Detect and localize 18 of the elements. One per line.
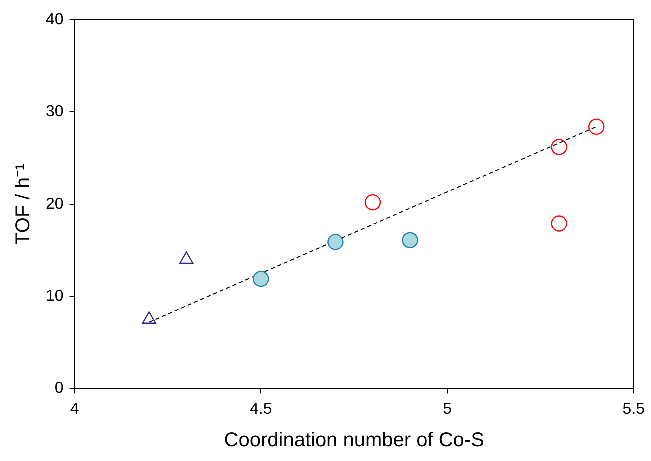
y-tick-label: 40 — [46, 11, 64, 28]
x-tick-label: 5.5 — [622, 400, 646, 418]
point — [588, 118, 605, 136]
x-axis-title: Coordination number of Co-S — [224, 430, 484, 452]
y-axis-title: TOF / h⁻¹ — [12, 164, 35, 245]
y-tick-label: 20 — [46, 196, 64, 213]
point — [364, 194, 382, 211]
x-tick-label: 4.5 — [250, 400, 272, 418]
point — [551, 139, 568, 156]
point — [402, 232, 418, 248]
y-tick-label: 30 — [46, 104, 64, 121]
point — [551, 216, 568, 232]
y-tick-label: 0 — [54, 380, 64, 398]
point — [253, 270, 270, 288]
point — [328, 234, 344, 250]
x-tick-label: 5 — [443, 400, 452, 418]
y-tick-label: 10 — [46, 288, 64, 306]
x-tick-label: 4 — [70, 400, 80, 418]
